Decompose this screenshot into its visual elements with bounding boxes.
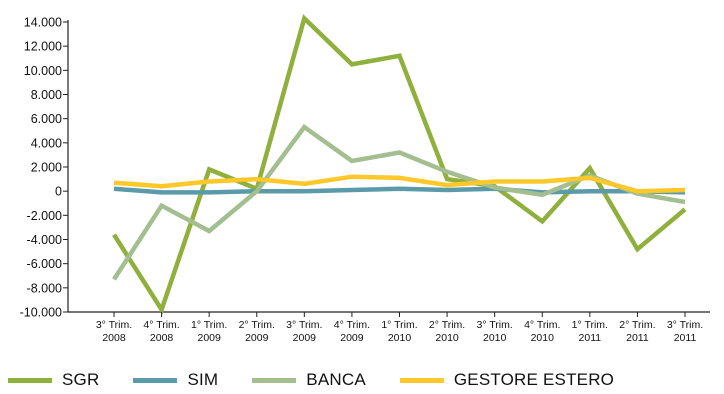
legend-item-gestore-estero: GESTORE ESTERO [399,370,615,390]
chart-axes [67,20,710,313]
y-tick-label: -8.000 [27,281,62,295]
line-chart: 14.000 12.000 10.000 8.000 6.000 4.000 2.000 0 -… [20,14,710,344]
y-tick-label: -6.000 [27,257,62,271]
x-tick-label: 4° Trim. 2010 [524,319,560,344]
x-tick-label: 3° Trim. 2010 [477,319,513,344]
y-tick-label: 14.000 [24,16,62,30]
legend-swatch-gestore-estero [399,377,444,383]
y-tick-label: 4.000 [31,136,62,150]
legend-item-sgr: SGR [8,370,99,390]
chart-series-lines [112,14,687,315]
x-tick-label: 2° Trim. 2011 [619,319,655,344]
x-tick-label: 1° Trim. 2009 [191,319,227,344]
y-tick-label: -10.000 [20,306,62,320]
y-tick-label: 2.000 [31,161,62,175]
x-tick-label: 3° Trim. 2011 [667,319,703,344]
y-tick-label: -4.000 [27,233,62,247]
legend-label-sim: SIM [187,370,219,389]
y-tick-label: 10.000 [24,64,62,78]
legend-item-sim: SIM [133,370,218,390]
series-line-banca [112,123,686,281]
legend-swatch-sim [133,377,178,383]
y-tick-label: -2.000 [27,209,62,223]
x-tick-label: 4° Trim. 2008 [143,319,179,344]
x-tick-label: 1° Trim. 2011 [572,319,608,344]
legend-label-gestore-estero: GESTORE ESTERO [453,370,615,389]
legend-swatch-sgr [8,377,52,383]
legend-swatch-banca [252,377,297,383]
x-tick-label: 3° Trim. 2008 [96,319,132,344]
series-line-sgr [112,14,687,315]
series-line-sim [113,186,686,195]
x-tick-label: 2° Trim. 2010 [429,319,465,344]
chart-legend: SGR SIM BANCA GESTORE ESTERO [8,370,648,390]
x-tick-label: 2° Trim. 2009 [239,319,275,344]
x-tick-label: 1° Trim. 2010 [381,319,417,344]
x-tick-label: 3° Trim. 2009 [286,319,322,344]
legend-label-banca: BANCA [306,370,366,389]
legend-label-sgr: SGR [62,370,100,389]
y-tick-label: 6.000 [31,112,62,126]
series-line-gestore-estero [113,174,686,194]
y-tick-label: 0 [55,185,62,199]
x-tick-label: 4° Trim. 2009 [334,319,370,344]
y-tick-label: 12.000 [24,40,62,54]
legend-item-banca: BANCA [252,370,366,390]
y-axis-ticks: 14.000 12.000 10.000 8.000 6.000 4.000 2.000 0 -… [20,16,68,320]
x-axis-ticks: 3° Trim. 2008 4° Trim. 2008 1° Trim. 2009 2° T… [96,312,703,344]
y-tick-label: 8.000 [31,88,62,102]
